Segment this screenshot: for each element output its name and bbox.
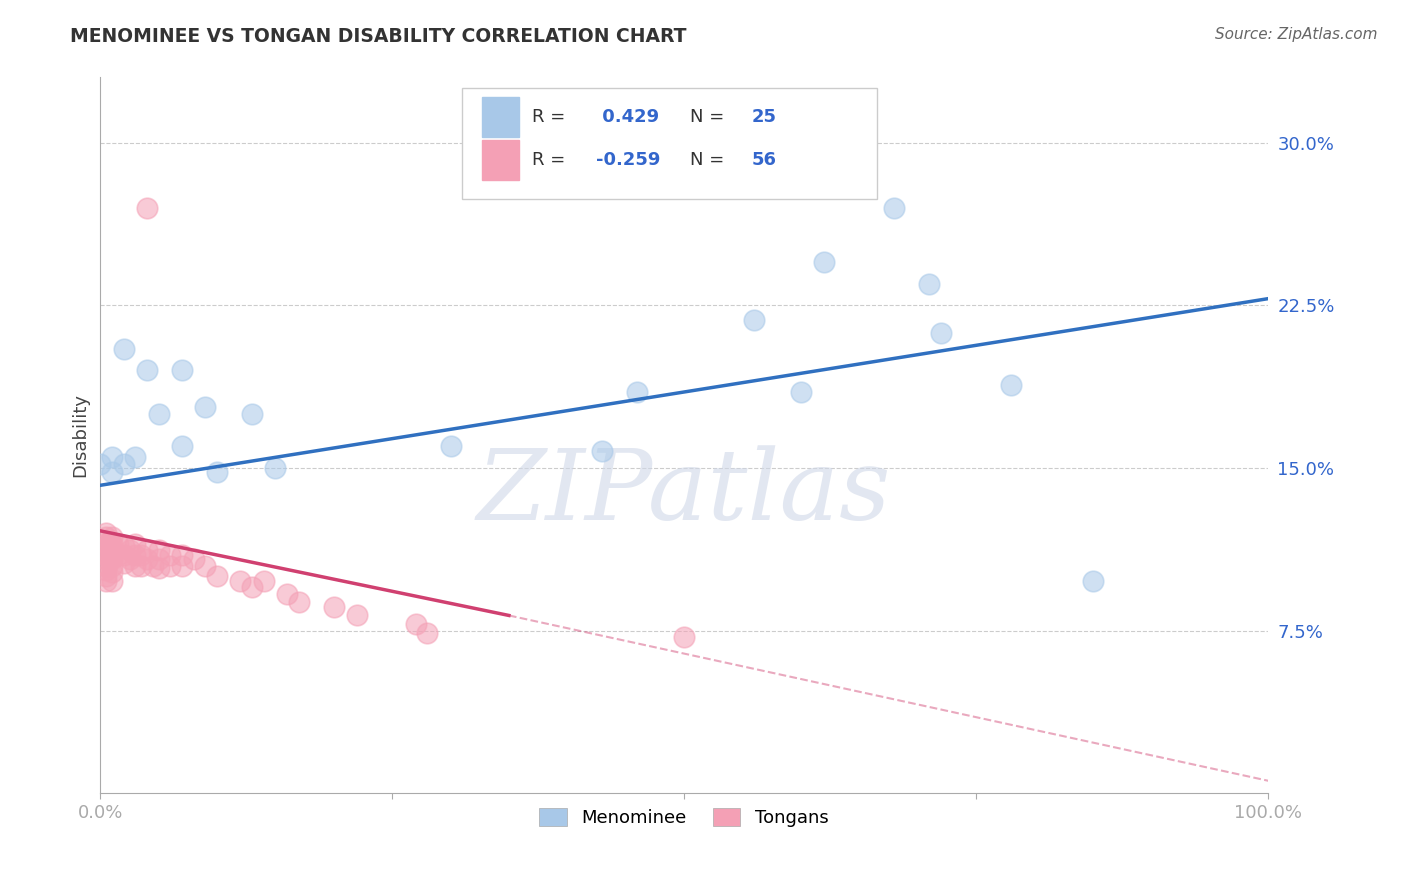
Point [148,552,170,566]
Point [148,560,170,574]
Point [194,400,217,414]
Point [929,326,952,341]
Point [129,558,152,573]
Text: -0.259: -0.259 [596,151,661,169]
Point [96,530,118,544]
Point [118,543,141,558]
Point [1000,378,1022,392]
Point [96,563,118,577]
FancyBboxPatch shape [463,88,876,199]
Point [205,569,228,583]
Point [107,548,129,562]
Point [790,384,813,399]
Text: R =: R = [533,151,571,169]
Point [96,548,118,562]
Text: ZIPatlas: ZIPatlas [477,445,891,541]
Point [101,558,124,573]
Point [142,558,165,573]
Point [405,617,427,632]
Text: N =: N = [690,151,730,169]
Point [112,548,135,562]
Point [101,574,124,588]
Text: N =: N = [690,108,730,126]
Point [124,558,146,573]
Point [101,537,124,551]
Point [101,543,124,558]
Point [742,313,765,327]
Point [96,541,118,556]
Point [159,558,181,573]
Point [229,574,252,588]
Point [136,543,159,558]
Point [194,558,217,573]
Point [124,450,146,464]
Point [1081,574,1104,588]
Point [148,407,170,421]
Text: MENOMINEE VS TONGAN DISABILITY CORRELATION CHART: MENOMINEE VS TONGAN DISABILITY CORRELATI… [70,27,686,45]
Point [591,443,613,458]
Point [96,526,118,541]
Y-axis label: Disability: Disability [72,393,89,477]
Point [101,565,124,579]
Point [96,558,118,573]
Point [112,457,135,471]
Point [96,537,118,551]
Text: 56: 56 [752,151,776,169]
Point [170,558,193,573]
Point [129,548,152,562]
Point [288,595,311,609]
Point [112,342,135,356]
Text: 25: 25 [752,108,776,126]
Point [124,537,146,551]
Point [118,552,141,566]
Point [112,557,135,571]
Point [136,201,159,215]
Point [240,407,263,421]
Point [101,450,124,464]
Point [101,530,124,544]
Text: R =: R = [533,108,571,126]
Legend: Menominee, Tongans: Menominee, Tongans [533,801,835,834]
Point [170,363,193,377]
FancyBboxPatch shape [482,97,519,136]
Point [136,363,159,377]
Point [439,439,461,453]
Point [98,534,121,549]
Point [98,552,121,566]
Point [107,537,129,551]
Point [159,548,181,562]
Point [626,384,648,399]
Point [183,552,205,566]
Point [276,587,298,601]
Point [112,539,135,553]
Point [883,201,905,215]
Text: 0.429: 0.429 [596,108,659,126]
Point [240,580,263,594]
Point [346,608,368,623]
Point [264,461,287,475]
Point [136,552,159,566]
Point [672,630,695,644]
Point [98,543,121,558]
Point [101,552,124,566]
Point [253,574,276,588]
Point [148,543,170,558]
Point [322,599,344,614]
Text: Source: ZipAtlas.com: Source: ZipAtlas.com [1215,27,1378,42]
Point [918,277,941,291]
Point [170,439,193,453]
Point [416,625,439,640]
Point [170,548,193,562]
Point [205,465,228,479]
Point [89,457,111,471]
Point [813,255,835,269]
Point [96,569,118,583]
Point [124,548,146,562]
Point [101,465,124,479]
Point [96,552,118,566]
Point [96,574,118,588]
FancyBboxPatch shape [482,140,519,180]
